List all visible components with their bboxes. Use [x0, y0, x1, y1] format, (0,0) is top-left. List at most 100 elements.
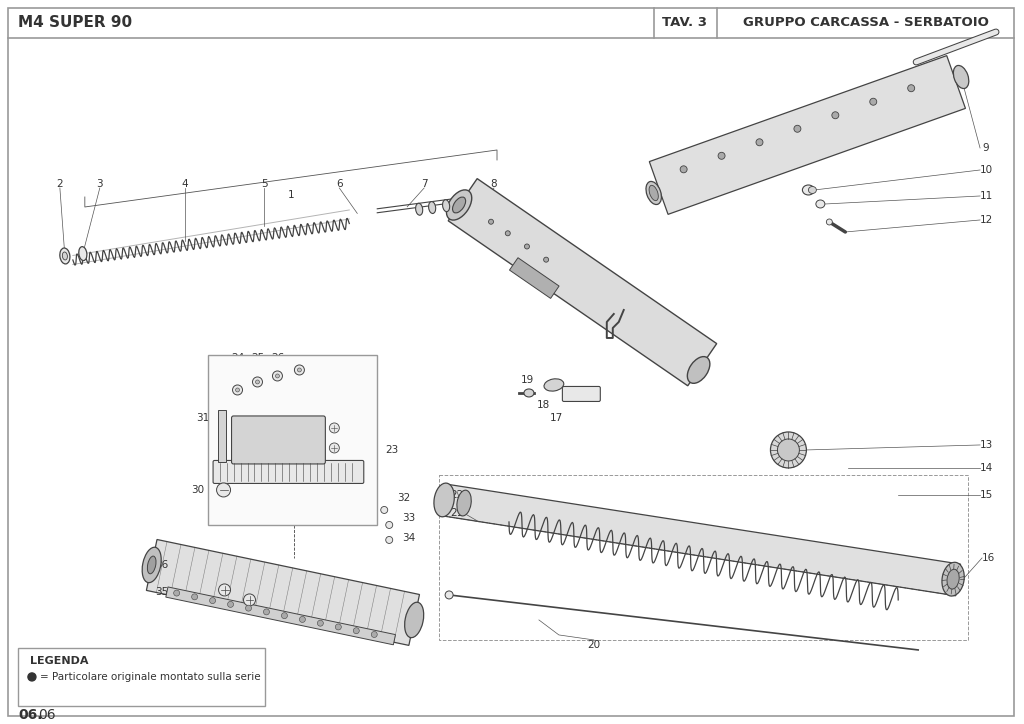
Circle shape — [216, 483, 230, 497]
Text: 4: 4 — [181, 179, 188, 189]
Ellipse shape — [947, 569, 959, 589]
Ellipse shape — [147, 556, 156, 574]
Ellipse shape — [808, 187, 816, 193]
Ellipse shape — [79, 247, 87, 261]
Text: 06.: 06. — [18, 708, 42, 722]
Circle shape — [445, 591, 453, 599]
Circle shape — [488, 219, 494, 224]
Text: 22: 22 — [451, 490, 464, 500]
Text: 19: 19 — [520, 375, 534, 385]
Circle shape — [236, 388, 240, 392]
Circle shape — [330, 423, 339, 433]
Ellipse shape — [953, 65, 969, 88]
Text: 13: 13 — [979, 440, 992, 450]
Circle shape — [386, 536, 393, 544]
Text: 20: 20 — [587, 640, 600, 650]
Text: 12: 12 — [979, 215, 992, 225]
Polygon shape — [441, 484, 961, 596]
Ellipse shape — [544, 379, 564, 391]
Circle shape — [174, 590, 179, 596]
Circle shape — [191, 594, 198, 600]
Circle shape — [831, 111, 839, 119]
Ellipse shape — [446, 190, 472, 220]
FancyBboxPatch shape — [562, 387, 600, 402]
Ellipse shape — [142, 547, 161, 583]
Bar — [208, 355, 377, 525]
Text: 25: 25 — [251, 353, 264, 363]
Polygon shape — [146, 539, 420, 645]
Circle shape — [244, 594, 256, 606]
Text: 23: 23 — [386, 445, 398, 455]
Text: M4 SUPER 90: M4 SUPER 90 — [18, 15, 132, 30]
Circle shape — [275, 374, 280, 378]
Bar — [510, 258, 559, 298]
Text: 36: 36 — [155, 560, 168, 570]
Text: 9: 9 — [983, 143, 989, 153]
Text: 31: 31 — [196, 413, 209, 423]
Text: 1: 1 — [288, 190, 294, 200]
Circle shape — [544, 257, 549, 262]
Ellipse shape — [59, 248, 70, 264]
Circle shape — [386, 521, 393, 529]
Text: LEGENDA: LEGENDA — [30, 656, 88, 666]
FancyBboxPatch shape — [213, 460, 364, 484]
Ellipse shape — [429, 201, 435, 214]
Ellipse shape — [524, 389, 534, 397]
Text: 17: 17 — [550, 413, 563, 423]
Text: 26: 26 — [270, 353, 284, 363]
Ellipse shape — [816, 200, 825, 208]
Circle shape — [330, 443, 339, 453]
Circle shape — [272, 371, 283, 381]
Circle shape — [335, 624, 341, 630]
Ellipse shape — [649, 185, 658, 201]
Circle shape — [28, 673, 36, 681]
Text: 34: 34 — [402, 533, 416, 543]
Text: TAV. 3: TAV. 3 — [663, 17, 708, 30]
Circle shape — [299, 616, 305, 623]
Text: 32: 32 — [397, 493, 411, 503]
Ellipse shape — [803, 185, 814, 195]
Circle shape — [317, 620, 324, 626]
Bar — [439, 475, 968, 640]
Ellipse shape — [942, 563, 965, 596]
Text: 30: 30 — [191, 485, 204, 495]
Circle shape — [256, 380, 259, 384]
Circle shape — [246, 605, 252, 611]
Ellipse shape — [62, 252, 68, 260]
Text: 21: 21 — [451, 508, 464, 518]
Circle shape — [210, 597, 216, 604]
Text: GRUPPO CARCASSA - SERBATOIO: GRUPPO CARCASSA - SERBATOIO — [743, 17, 989, 30]
Ellipse shape — [687, 357, 710, 383]
Circle shape — [263, 609, 269, 615]
Ellipse shape — [457, 490, 471, 516]
Circle shape — [680, 166, 687, 173]
Circle shape — [505, 231, 510, 236]
Ellipse shape — [404, 602, 424, 638]
Circle shape — [756, 139, 763, 146]
Ellipse shape — [442, 200, 450, 211]
Text: 8: 8 — [490, 179, 498, 189]
Circle shape — [227, 602, 233, 607]
Circle shape — [718, 152, 725, 159]
Bar — [18, 648, 265, 706]
Text: 5: 5 — [261, 179, 268, 189]
Circle shape — [353, 628, 359, 634]
Ellipse shape — [453, 197, 466, 213]
Circle shape — [770, 432, 806, 468]
Text: 15: 15 — [979, 490, 992, 500]
Polygon shape — [649, 56, 966, 214]
Ellipse shape — [434, 483, 455, 517]
Polygon shape — [449, 179, 717, 386]
Circle shape — [295, 365, 304, 375]
Circle shape — [777, 439, 800, 461]
Circle shape — [297, 368, 301, 372]
Text: 7: 7 — [421, 179, 427, 189]
Text: 27: 27 — [350, 355, 364, 365]
Text: 18: 18 — [538, 400, 551, 410]
Text: 3: 3 — [96, 179, 103, 189]
Ellipse shape — [646, 182, 662, 204]
Circle shape — [282, 613, 288, 619]
Circle shape — [232, 385, 243, 395]
Polygon shape — [166, 587, 395, 645]
Circle shape — [253, 377, 262, 387]
